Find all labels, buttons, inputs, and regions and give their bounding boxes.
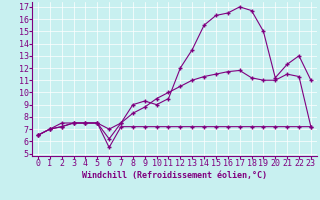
X-axis label: Windchill (Refroidissement éolien,°C): Windchill (Refroidissement éolien,°C) bbox=[82, 171, 267, 180]
